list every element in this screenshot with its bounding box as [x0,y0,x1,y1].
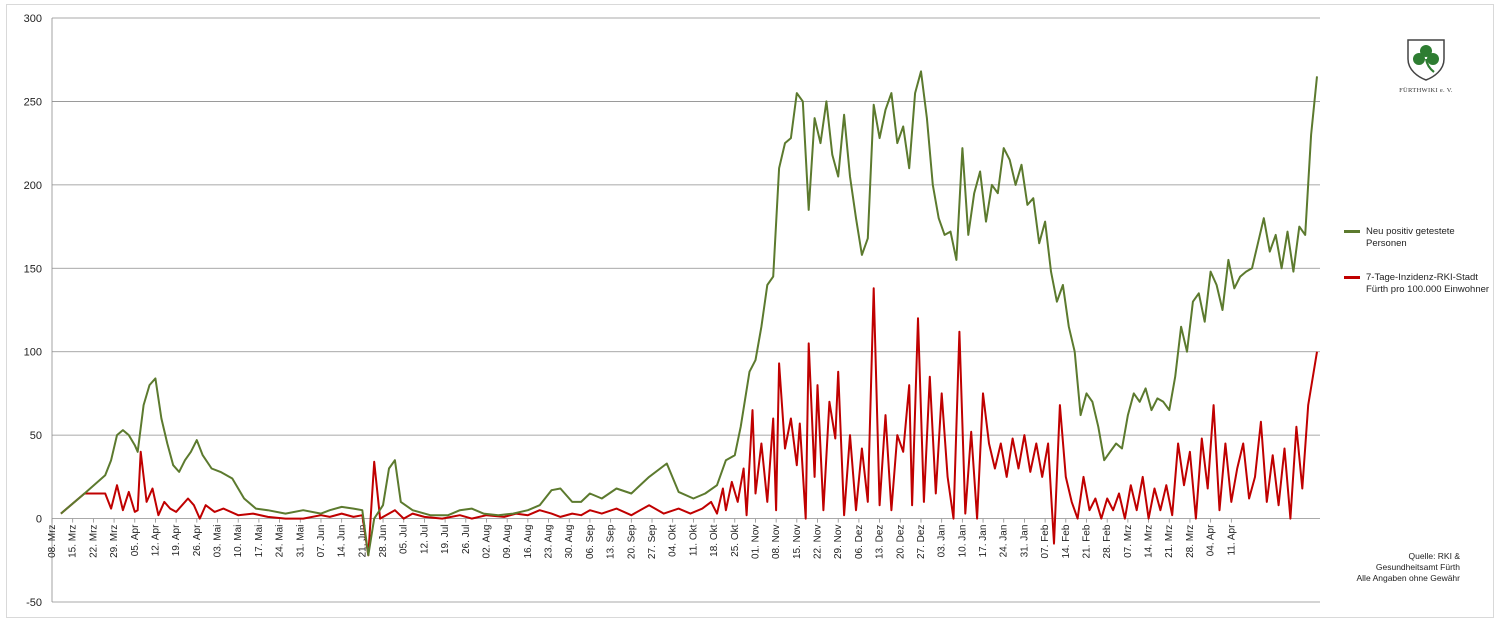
x-tick-label: 15. Mrz [68,525,79,558]
logo-caption: FÜRTHWIKI e. V. [1399,87,1453,94]
x-tick-label: 28. Feb [1102,524,1113,558]
x-tick-label: 13. Sep [606,524,617,559]
x-tick-label: 30. Aug [564,525,575,559]
source-line-1: Quelle: RKI & [1408,551,1461,561]
x-tick-label: 06. Dez [854,525,865,559]
x-tick-label: 05. Apr [130,524,141,556]
x-tick-label: 10. Mai [233,525,244,558]
y-axis-ticks: -50 0 50 100 150 200 250 300 [24,13,42,609]
legend-swatch-red [1344,276,1360,279]
y-tick-label: 100 [24,347,42,359]
source-line-2: Gesundheitsamt Fürth [1375,562,1460,572]
series-line-incidence [60,287,1318,557]
x-tick-label: 25. Okt [730,524,741,556]
x-tick-label: 28. Jun [378,525,389,558]
x-tick-label: 21. Feb [1081,524,1092,558]
x-tick-label: 02. Aug [481,525,492,559]
gridlines [51,17,1320,603]
x-tick-label: 31. Jan [1019,525,1030,558]
x-tick-label: 16. Aug [523,525,534,559]
x-tick-label: 11. Apr [1226,524,1237,556]
legend-label-incidence: 7-Tage-Inzidenz-RKI-Stadt Fürth pro 100.… [1366,272,1490,295]
series-line-positive [60,70,1318,557]
x-tick-label: 27. Dez [916,525,927,559]
x-tick-label: 19. Apr [171,524,182,556]
x-tick-label: 09. Aug [502,525,513,559]
y-tick-label: 300 [24,13,42,25]
series-lines [60,70,1318,557]
x-tick-label: 07. Jun [316,525,327,558]
x-tick-label: 06. Sep [585,524,596,559]
x-axis-ticks: 08. Mrz 15. Mrz 22. Mrz 29. Mrz 05. Apr 12. A… [47,518,1237,559]
x-tick-label: 20. Dez [895,525,906,559]
cloverleaf-shield-icon [1407,39,1445,81]
x-tick-label: 24. Jan [999,525,1010,558]
y-tick-label: 50 [30,430,42,442]
x-tick-label: 08. Nov [771,525,782,559]
x-tick-label: 14. Jun [337,525,348,558]
x-tick-label: 15. Nov [792,525,803,559]
x-tick-label: 21. Jun [357,525,368,558]
legend-label-positive: Neu positiv getestete Personen [1366,226,1455,249]
x-tick-label: 03. Mai [213,525,224,558]
x-tick-label: 12. Jul [419,525,430,554]
x-tick-label: 22. Nov [813,525,824,559]
y-tick-label: 200 [24,180,42,192]
legend-swatch-green [1344,230,1360,233]
x-tick-label: 12. Apr [150,524,161,556]
fuerthwiki-logo: FÜRTHWIKI e. V. [1390,37,1462,94]
x-tick-label: 21. Mrz [1164,525,1175,558]
x-tick-label: 24. Mai [275,525,286,558]
x-tick-label: 05. Jul [399,525,410,554]
x-tick-label: 20. Sep [626,524,637,559]
source-line-3: Alle Angaben ohne Gewähr [1356,573,1461,583]
x-tick-label: 14. Feb [1061,524,1072,558]
x-tick-label: 27. Sep [647,524,658,559]
x-tick-label: 14. Mrz [1144,525,1155,558]
y-tick-label: -50 [26,597,42,609]
x-tick-label: 29. Nov [833,525,844,559]
x-tick-label: 26. Jul [461,525,472,554]
x-tick-label: 19. Jul [440,525,451,554]
x-tick-label: 11. Okt [688,524,699,556]
x-tick-label: 01. Nov [750,525,761,559]
y-tick-label: 250 [24,96,42,108]
legend: Neu positiv getestete Personen 7-Tage-In… [1344,226,1492,318]
y-tick-label: 150 [24,263,42,275]
x-tick-label: 26. Apr [192,524,203,556]
source-note: Quelle: RKI & Gesundheitsamt Fürth Alle … [1357,551,1461,584]
x-tick-label: 04. Apr [1206,524,1217,556]
x-tick-label: 17. Jan [978,525,989,558]
x-tick-label: 13. Dez [875,525,886,559]
x-tick-label: 17. Mai [254,525,265,558]
x-tick-label: 10. Jan [957,525,968,558]
x-tick-label: 31. Mai [295,525,306,558]
x-tick-label: 18. Okt [709,524,720,556]
x-tick-label: 22. Mrz [88,525,99,558]
x-tick-label: 08. Mrz [47,525,58,558]
x-tick-label: 04. Okt [668,524,679,556]
x-tick-label: 07. Feb [1040,524,1051,558]
x-tick-label: 28. Mrz [1185,525,1196,558]
x-tick-label: 03. Jan [937,525,948,558]
x-tick-label: 07. Mrz [1123,525,1134,558]
x-tick-label: 29. Mrz [109,525,120,558]
legend-entry-incidence: 7-Tage-Inzidenz-RKI-Stadt Fürth pro 100.… [1344,272,1492,296]
y-tick-label: 0 [36,514,42,526]
legend-entry-positive: Neu positiv getestete Personen [1344,226,1492,250]
chart-frame [6,4,1494,618]
x-tick-label: 23. Aug [544,525,555,559]
